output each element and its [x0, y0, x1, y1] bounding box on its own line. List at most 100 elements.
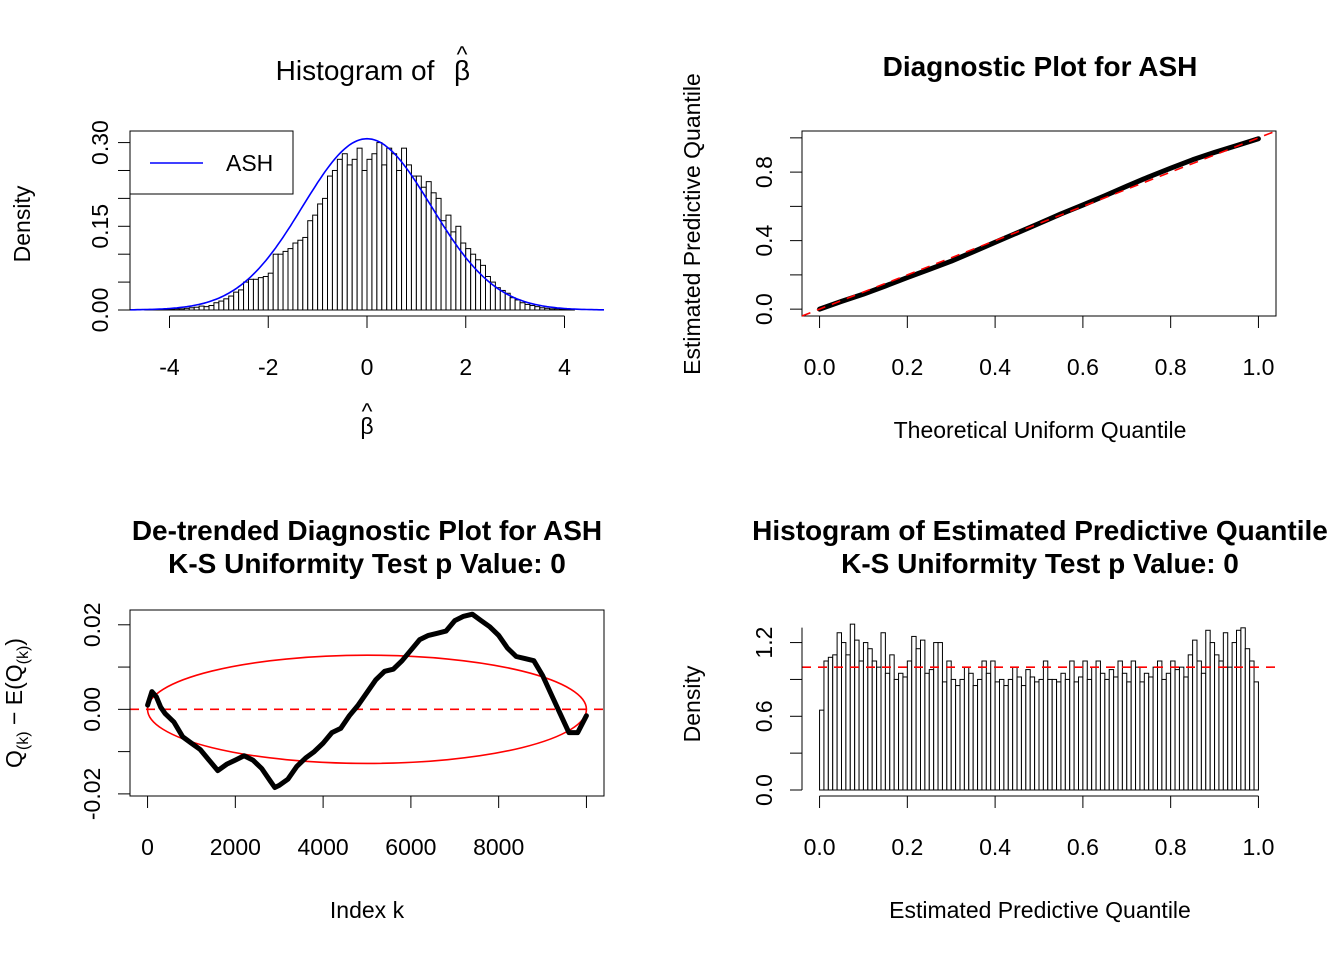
legend: ASH — [129, 130, 294, 195]
histogram-bar — [880, 632, 886, 791]
histogram-bar — [475, 259, 482, 311]
histogram-bar — [999, 678, 1005, 791]
y-axis: -0.020.000.02Q(k) − E(Q(k)) — [1, 602, 131, 820]
histogram-bar — [494, 287, 501, 311]
x-tick-label: -4 — [159, 354, 180, 380]
histogram-bar — [1108, 669, 1115, 791]
histogram-bars — [819, 623, 1259, 791]
histogram-bar — [823, 660, 829, 791]
y-axis-label: Density — [679, 665, 705, 742]
histogram-bar — [1095, 660, 1101, 791]
histogram-bar — [915, 648, 921, 791]
histogram-bar — [941, 681, 948, 791]
histogram-bar — [331, 169, 338, 311]
histogram-bar — [327, 175, 333, 311]
histogram-bar — [559, 308, 565, 311]
x-axis: 0.0 0.2 0.4 0.6 0.8 1.0 Theoretical Uniform Qu… — [804, 315, 1274, 443]
histogram-bar — [884, 672, 891, 791]
y-tick-label: 0.00 — [79, 687, 105, 732]
histogram-bar — [867, 648, 873, 791]
histogram-bar — [1130, 660, 1137, 791]
y-label-subscript: (k) — [15, 731, 32, 750]
x-tick-label: 4000 — [298, 834, 349, 860]
histogram-bar — [208, 305, 215, 311]
histogram-bar — [985, 672, 992, 791]
chart-title-text: Histogram of — [276, 55, 435, 86]
histogram-bar — [297, 239, 304, 311]
histogram-bar — [401, 147, 407, 311]
histogram-bar — [410, 175, 417, 311]
histogram-bar — [312, 214, 319, 311]
chart-title-line-2: K-S Uniformity Test p Value: 0 — [168, 548, 566, 579]
y-axis-label: Q(k) − E(Q(k)) — [1, 638, 32, 768]
panel-histogram-quantile: Histogram of Estimated Predictive Quanti… — [679, 515, 1328, 923]
histogram-bar — [534, 306, 541, 311]
y-tick-label: 0.15 — [87, 204, 113, 249]
histogram-bar — [849, 623, 856, 791]
histogram-bar — [317, 203, 324, 311]
plot-frame — [129, 609, 605, 797]
histogram-bar — [243, 281, 249, 311]
histogram-bar — [529, 305, 536, 311]
histogram-bar — [262, 276, 269, 311]
y-tick-label: -0.02 — [79, 768, 105, 820]
histogram-bar — [248, 278, 254, 311]
histogram-bar — [1253, 681, 1259, 791]
histogram-bar — [480, 264, 486, 311]
histogram-bar — [1082, 660, 1088, 791]
x-tick-label: 4 — [558, 354, 571, 380]
histogram-bar — [183, 307, 190, 311]
histogram-bar — [1196, 660, 1202, 791]
histogram-bar — [858, 660, 864, 791]
histogram-bar — [1012, 666, 1018, 791]
histogram-bar — [1209, 642, 1216, 791]
histogram-bar — [1064, 678, 1071, 791]
histogram-bar — [366, 158, 373, 311]
histogram-bar — [1025, 669, 1031, 791]
x-label-hat: ^ — [362, 398, 373, 424]
histogram-bar — [1157, 660, 1163, 791]
histogram-bar — [233, 291, 240, 311]
histogram-bar — [1183, 676, 1189, 791]
histogram-bar — [933, 642, 939, 791]
histogram-bar — [386, 147, 393, 311]
histogram-bar — [356, 147, 363, 311]
histogram-bar — [871, 660, 878, 791]
histogram-bar — [1192, 639, 1198, 791]
histogram-bar — [1099, 672, 1106, 791]
histogram-bar — [336, 158, 343, 311]
histogram-bar — [1148, 676, 1154, 791]
histogram-bar — [391, 153, 398, 311]
histogram-bar — [351, 158, 358, 311]
histogram-bar — [1139, 681, 1145, 791]
histogram-bar — [1218, 660, 1224, 791]
histogram-bar — [968, 672, 974, 791]
histogram-bar — [549, 308, 556, 311]
histogram-bar — [396, 169, 403, 311]
x-tick-label: 2000 — [210, 834, 261, 860]
histogram-bar — [1020, 685, 1027, 791]
histogram-bar — [1240, 627, 1246, 791]
histogram-bar — [440, 220, 447, 311]
y-axis-label: Estimated Predictive Quantile — [679, 73, 705, 375]
histogram-bar — [924, 672, 930, 791]
x-tick-label: 0 — [361, 354, 374, 380]
x-tick-label: 0.6 — [1067, 834, 1099, 860]
histogram-bar — [322, 197, 328, 311]
x-axis: 0.0 0.2 0.4 0.6 0.8 1.0 Estimated Predictive Q… — [804, 795, 1274, 923]
histogram-bar — [223, 298, 230, 311]
histogram-bar — [876, 666, 882, 791]
histogram-bar — [832, 654, 838, 791]
panel-diagnostic-plot: Diagnostic Plot for ASH 0.0 0.2 0.4 0.6 0.8 1.… — [679, 51, 1277, 443]
histogram-bar — [445, 214, 452, 311]
histogram-bar — [920, 639, 926, 791]
x-axis-label: β^ — [360, 398, 373, 439]
histogram-bar — [827, 656, 834, 791]
histogram-bar — [990, 660, 996, 791]
histogram-bar — [946, 660, 952, 791]
histogram-bar — [906, 660, 913, 791]
histogram-bar — [514, 299, 521, 311]
x-tick-label: 0 — [141, 834, 154, 860]
histogram-bar — [928, 669, 935, 791]
histogram-bar — [1214, 654, 1220, 791]
